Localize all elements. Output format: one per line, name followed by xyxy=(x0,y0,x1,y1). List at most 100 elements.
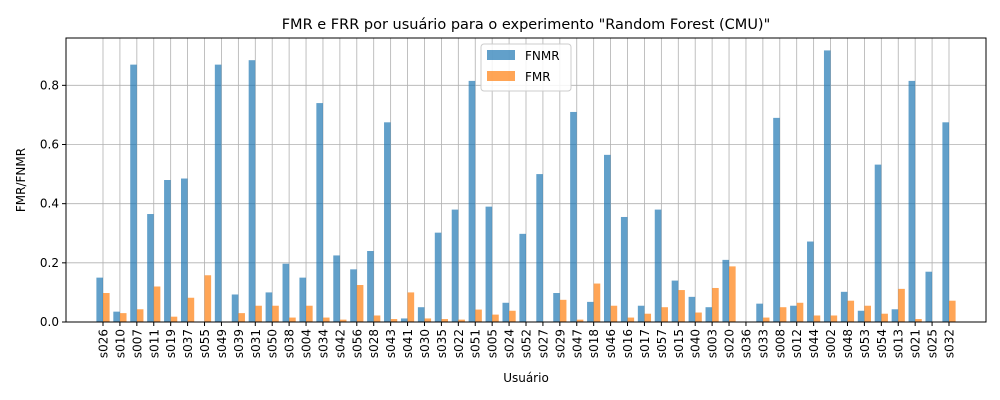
bar-fmr-s039 xyxy=(238,313,245,322)
bar-fnmr-s053 xyxy=(857,310,865,322)
bar-fnmr-s030 xyxy=(417,307,425,322)
x-tick-label: s056 xyxy=(350,329,364,358)
bar-fmr-s048 xyxy=(847,300,855,322)
bar-fnmr-s034 xyxy=(316,103,323,322)
bar-fmr-s026 xyxy=(103,293,110,322)
bar-fnmr-s016 xyxy=(620,216,628,322)
bar-fmr-s044 xyxy=(813,315,821,322)
x-tick-label: s024 xyxy=(503,329,517,358)
bar-fnmr-s015 xyxy=(671,280,679,322)
x-tick-label: s036 xyxy=(739,329,753,358)
x-axis: s026 s010 s007 s011 s019 s037 s055 s049 s039 s031… xyxy=(97,322,957,358)
x-tick-label: s043 xyxy=(384,329,398,358)
x-tick-label: s055 xyxy=(198,329,212,358)
x-tick-label: s031 xyxy=(249,329,263,358)
x-tick-label: s029 xyxy=(553,329,567,358)
x-tick-label: s044 xyxy=(807,329,821,358)
y-tick-label: 0.6 xyxy=(40,138,59,152)
x-tick-label: s017 xyxy=(638,329,652,358)
bar-fmr-s012 xyxy=(796,302,804,322)
bar-fnmr-s046 xyxy=(604,154,611,322)
bar-fmr-s033 xyxy=(762,317,770,322)
x-tick-label: s049 xyxy=(215,329,229,358)
x-tick-label: s034 xyxy=(316,329,330,358)
bar-fmr-s016 xyxy=(627,317,635,322)
bar-fnmr-s050 xyxy=(265,292,273,322)
x-tick-label: s026 xyxy=(97,329,111,358)
bar-fnmr-s004 xyxy=(299,277,307,322)
legend-label-fnmr: FNMR xyxy=(525,49,560,63)
bar-fnmr-s037 xyxy=(181,178,188,322)
x-tick-label: s051 xyxy=(469,329,483,358)
bar-fmr-s022 xyxy=(458,319,465,322)
legend: FNMR FMR xyxy=(480,43,572,92)
bar-fnmr-s029 xyxy=(553,293,560,322)
bar-fmr-s042 xyxy=(339,319,347,322)
bar-fmr-s003 xyxy=(712,287,719,322)
x-tick-label: s040 xyxy=(689,329,703,358)
y-axis-label: FMR/FNMR xyxy=(14,148,28,212)
x-tick-label: s052 xyxy=(520,329,534,358)
x-tick-label: s035 xyxy=(435,329,449,358)
x-axis-label: Usuário xyxy=(503,371,549,385)
bar-fnmr-s008 xyxy=(773,117,780,322)
bar-fnmr-s040 xyxy=(688,296,696,322)
bar-fmr-s015 xyxy=(678,290,685,322)
x-tick-label: s021 xyxy=(909,329,923,358)
bar-fmr-s053 xyxy=(864,305,871,322)
bar-fmr-s032 xyxy=(949,300,956,322)
bar-fnmr-s048 xyxy=(840,291,848,322)
bar-fnmr-s047 xyxy=(570,111,577,322)
x-tick-label: s053 xyxy=(858,329,872,358)
bar-fmr-s041 xyxy=(407,292,415,322)
bar-fnmr-s041 xyxy=(400,318,408,322)
bar-fmr-s054 xyxy=(881,313,888,322)
bar-fmr-s002 xyxy=(830,315,838,322)
bar-fnmr-s052 xyxy=(519,233,526,322)
bar-fmr-s010 xyxy=(119,313,127,322)
bar-fmr-s008 xyxy=(779,307,787,322)
bar-fmr-s028 xyxy=(373,315,381,322)
bar-fmr-s030 xyxy=(424,318,432,322)
x-tick-label: s054 xyxy=(875,329,889,358)
y-axis: 0.0 0.2 0.4 0.6 0.8 xyxy=(40,78,66,329)
x-tick-label: s007 xyxy=(130,329,144,358)
x-tick-label: s057 xyxy=(655,329,669,358)
legend-label-fmr: FMR xyxy=(525,70,551,84)
bar-fmr-s021 xyxy=(915,319,922,322)
bar-fnmr-s049 xyxy=(214,64,222,322)
bar-fnmr-s054 xyxy=(874,164,882,322)
bar-fmr-s019 xyxy=(170,316,178,322)
x-tick-label: s010 xyxy=(113,329,127,358)
bar-fmr-s035 xyxy=(441,319,448,322)
bar-fmr-s024 xyxy=(509,310,516,322)
bar-fnmr-s002 xyxy=(823,50,831,323)
y-tick-label: 0.4 xyxy=(40,197,59,211)
bar-fnmr-s057 xyxy=(654,209,662,322)
x-tick-label: s041 xyxy=(401,329,415,358)
x-tick-label: s019 xyxy=(164,329,178,358)
bar-fnmr-s033 xyxy=(756,303,763,322)
bar-fmr-s005 xyxy=(492,314,499,322)
bar-fmr-s055 xyxy=(204,275,212,322)
x-tick-label: s047 xyxy=(570,329,584,358)
bar-fnmr-s027 xyxy=(536,174,543,322)
x-tick-label: s022 xyxy=(452,329,466,358)
y-tick-label: 0.0 xyxy=(40,315,59,329)
x-tick-label: s013 xyxy=(892,329,906,358)
bar-fmr-s031 xyxy=(255,305,262,322)
bar-fnmr-s028 xyxy=(367,251,374,322)
bar-fmr-s050 xyxy=(272,305,279,322)
bar-fnmr-s020 xyxy=(722,259,730,322)
bar-fmr-s040 xyxy=(695,312,702,322)
x-tick-label: s028 xyxy=(367,329,381,358)
bar-fmr-s038 xyxy=(289,317,296,322)
bar-fmr-s057 xyxy=(661,307,668,322)
bar-fnmr-s042 xyxy=(333,255,340,322)
legend-swatch-fnmr xyxy=(487,50,515,60)
legend-swatch-fmr xyxy=(487,71,515,81)
bar-fmr-s056 xyxy=(356,285,364,322)
bar-fnmr-s013 xyxy=(891,309,899,322)
x-tick-label: s027 xyxy=(536,329,550,358)
bar-fnmr-s003 xyxy=(705,307,713,322)
